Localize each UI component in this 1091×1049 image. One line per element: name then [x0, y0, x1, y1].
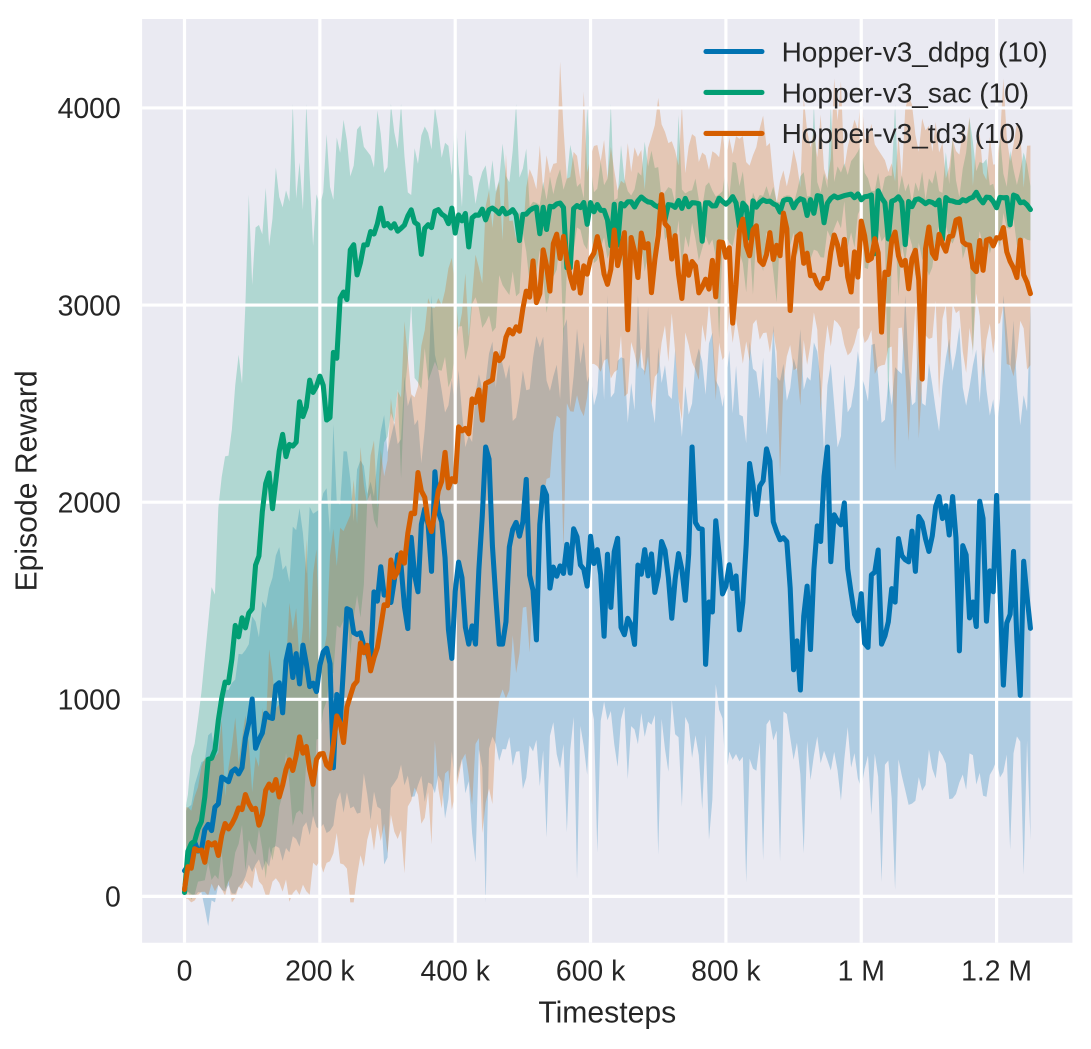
- svg-text:1.2 M: 1.2 M: [961, 956, 1032, 988]
- svg-text:600 k: 600 k: [556, 956, 626, 988]
- svg-text:1 M: 1 M: [838, 956, 885, 988]
- svg-text:Hopper-v3_sac (10): Hopper-v3_sac (10): [782, 77, 1029, 108]
- svg-text:0: 0: [177, 956, 193, 988]
- svg-text:Episode Reward: Episode Reward: [11, 370, 44, 591]
- svg-text:200 k: 200 k: [285, 956, 355, 988]
- svg-text:4000: 4000: [58, 93, 121, 125]
- svg-text:Hopper-v3_ddpg (10): Hopper-v3_ddpg (10): [782, 36, 1048, 67]
- svg-text:0: 0: [105, 882, 121, 914]
- svg-text:Timesteps: Timesteps: [538, 996, 676, 1029]
- svg-text:800 k: 800 k: [691, 956, 761, 988]
- svg-text:400 k: 400 k: [420, 956, 490, 988]
- svg-text:2000: 2000: [58, 487, 121, 519]
- svg-text:3000: 3000: [58, 290, 121, 322]
- svg-text:1000: 1000: [58, 685, 121, 717]
- svg-text:Hopper-v3_td3 (10): Hopper-v3_td3 (10): [782, 118, 1025, 149]
